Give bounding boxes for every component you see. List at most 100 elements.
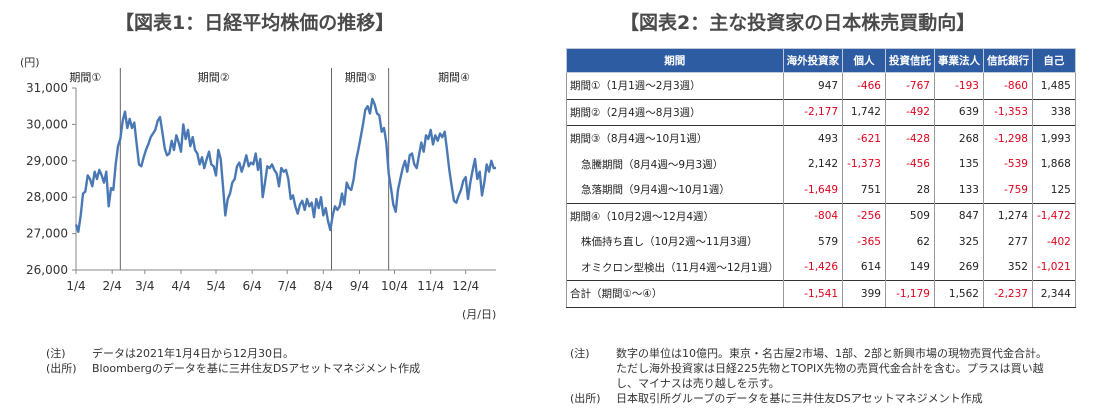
note-text: 数字の単位は10億円。東京・名古屋2市場、1部、2部と新興市場の現物売買代金合計… [616, 347, 1047, 390]
table-cell: 1,993 [1031, 125, 1076, 152]
nikkei-line-chart: (円) (月/日) 26,000 27,000 28,000 29,000 30,000… [20, 56, 496, 321]
table-cell: 399 [842, 280, 886, 308]
source-label: (出所) [46, 362, 77, 375]
table-cell: -1,541 [782, 280, 844, 308]
x-tick-label: 11/4 [417, 279, 444, 293]
header-trust-bank: 信託銀行 [982, 48, 1033, 73]
header-trust: 投資信託 [884, 48, 935, 73]
row-label: 合計（期間①～④） [566, 280, 784, 308]
table-notes: (注) 数字の単位は10億円。東京・名古屋2市場、1部、2部と新興市場の現物売買代… [570, 346, 1056, 406]
table-title: 【図表2：主な投資家の日本株売買動向】 [620, 12, 976, 34]
table-row: 合計（期間①～④） -1,541 399 -1,179 1,562 -2,237 2,344 [566, 280, 1076, 308]
table-cell: 1,274 [982, 202, 1033, 229]
period-label: 期間① [69, 71, 101, 84]
table-row: 期間②（2月4週～8月3週） -2,177 1,742 -492 639 -1,353 33… [566, 98, 1076, 126]
table-cell: 28 [884, 177, 935, 203]
chart-notes: (注) データは2021年1月4日から12月30日。 (出所) Bloombergの… [46, 346, 420, 376]
table-cell: -428 [884, 125, 935, 152]
table-header-row: 期間 海外投資家 個人 投資信託 事業法人 信託銀行 自己 [566, 48, 1076, 73]
source-row: (出所) Bloombergのデータを基に三井住友DSアセットマネジメント作成 [46, 361, 420, 376]
table-cell: 2,344 [1031, 280, 1076, 308]
note-label: (注) [570, 347, 590, 360]
table-cell: -804 [782, 202, 844, 229]
table-row: 急騰期間（8月4週～9月3週） 2,142 -1,373 -456 135 -539 1,8… [566, 151, 1076, 177]
y-tick-label: 26,000 [26, 263, 68, 277]
x-unit-label: (月/日) [462, 308, 496, 321]
x-tick-label: 6/4 [243, 279, 262, 293]
y-tick-label: 30,000 [26, 117, 68, 131]
row-label: 期間①（1月1週～2月3週） [566, 72, 784, 99]
table-row: 急落期間（9月4週～10月1週） -1,649 751 28 133 -759 125 [566, 177, 1076, 203]
source-label: (出所) [570, 392, 601, 405]
table-cell: -256 [842, 202, 886, 229]
table-cell: -402 [1031, 229, 1076, 255]
table-cell: -1,426 [782, 254, 844, 281]
table-cell: 579 [782, 229, 844, 255]
investor-flow-table: 期間 海外投資家 個人 投資信託 事業法人 信託銀行 自己 期間①（1月1週～2… [566, 48, 1076, 308]
table-row: 株価持ち直し（10月2週～11月3週） 579 -365 62 325 277 -402 [566, 229, 1076, 255]
row-label: 期間②（2月4週～8月3週） [566, 98, 784, 126]
y-tick-label: 28,000 [26, 190, 68, 204]
table-cell: -492 [884, 98, 935, 126]
y-tick-label: 29,000 [26, 154, 68, 168]
table-row: 期間④（10月2週～12月4週） -804 -256 509 847 1,274 -1,47… [566, 202, 1076, 229]
x-tick-label: 10/4 [381, 279, 408, 293]
table-cell: 847 [933, 202, 984, 229]
row-label: 急騰期間（8月4週～9月3週） [566, 151, 784, 177]
table-cell: -621 [842, 125, 886, 152]
table-cell: -767 [884, 72, 935, 99]
table-cell: 1,562 [933, 280, 984, 308]
header-foreign: 海外投資家 [782, 48, 844, 73]
table-cell: 125 [1031, 177, 1076, 203]
table-cell: -860 [982, 72, 1033, 99]
table-cell: -1,353 [982, 98, 1033, 126]
table-cell: -1,179 [884, 280, 935, 308]
table-cell: 352 [982, 254, 1033, 281]
table-cell: 639 [933, 98, 984, 126]
table-cell: -1,298 [982, 125, 1033, 152]
source-row: (出所) 日本取引所グループのデータを基に三井住友DSアセットマネジメント作成 [570, 391, 1056, 406]
x-tick-label: 5/4 [206, 279, 225, 293]
table-row: オミクロン型検出（11月4週～12月1週） -1,426 614 149 269 352-… [566, 254, 1076, 281]
y-tick-label: 31,000 [26, 81, 68, 95]
x-tick-label: 8/4 [314, 279, 333, 293]
table-cell: -466 [842, 72, 886, 99]
table-cell: -1,649 [782, 177, 844, 203]
source-text: Bloombergのデータを基に三井住友DSアセットマネジメント作成 [92, 362, 421, 375]
table-cell: -2,177 [782, 98, 844, 126]
x-tick-label: 3/4 [135, 279, 154, 293]
table-cell: -759 [982, 177, 1033, 203]
note-text: データは2021年1月4日から12月30日。 [92, 347, 294, 360]
x-tick-label: 12/4 [452, 279, 479, 293]
row-label: 急落期間（9月4週～10月1週） [566, 177, 784, 203]
table-cell: 1,742 [842, 98, 886, 126]
y-unit-label: (円) [20, 56, 40, 69]
table-cell: -539 [982, 151, 1033, 177]
table-cell: 1,485 [1031, 72, 1076, 99]
note-row: (注) 数字の単位は10億円。東京・名古屋2市場、1部、2部と新興市場の現物売買代… [570, 346, 1056, 391]
table-cell: 1,868 [1031, 151, 1076, 177]
header-period: 期間 [566, 48, 784, 73]
table-cell: 751 [842, 177, 886, 203]
table-cell: 2,142 [782, 151, 844, 177]
row-label: オミクロン型検出（11月4週～12月1週） [566, 254, 784, 281]
nikkei-series-line [74, 97, 496, 233]
table-cell: 338 [1031, 98, 1076, 126]
table-cell: 947 [782, 72, 844, 99]
period-label: 期間② [198, 71, 230, 84]
row-label: 期間③（8月4週～10月1週） [566, 125, 784, 152]
table-row: 期間①（1月1週～2月3週） 947 -466 -767 -193 -860 1,485 [566, 72, 1076, 99]
header-individual: 個人 [842, 48, 886, 73]
chart-title: 【図表1：日経平均株価の推移】 [115, 12, 395, 34]
header-corporate: 事業法人 [933, 48, 984, 73]
table-cell: 268 [933, 125, 984, 152]
table-cell: 325 [933, 229, 984, 255]
table-cell: -1,373 [842, 151, 886, 177]
x-tick-label: 4/4 [171, 279, 190, 293]
x-tick-label: 2/4 [103, 279, 122, 293]
table-cell: -365 [842, 229, 886, 255]
source-text: 日本取引所グループのデータを基に三井住友DSアセットマネジメント作成 [616, 392, 983, 405]
header-proprietary: 自己 [1031, 48, 1076, 73]
table-cell: -2,237 [982, 280, 1033, 308]
x-tick-label: 1/4 [66, 279, 85, 293]
